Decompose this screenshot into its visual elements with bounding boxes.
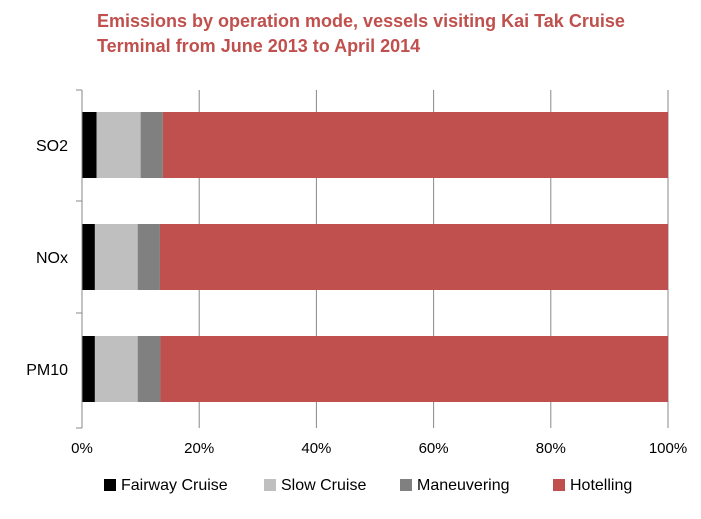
x-tick-label-60: 60%: [419, 440, 449, 457]
legend-swatch-maneuvering: [400, 479, 412, 491]
x-tick-label-0: 0%: [71, 440, 93, 457]
category-label-pm10: PM10: [26, 362, 68, 379]
bar-pm10-maneuvering: [137, 336, 161, 402]
legend-label-fairway-cruise: Fairway Cruise: [121, 477, 228, 494]
bar-so2-fairway-cruise: [82, 112, 97, 178]
chart-title-line-2: Terminal from June 2013 to April 2014: [97, 36, 420, 56]
bar-pm10-hotelling: [160, 336, 669, 402]
bar-pm10-slow-cruise: [94, 336, 138, 402]
bar-nox-maneuvering: [137, 224, 160, 290]
bar-so2-slow-cruise: [96, 112, 141, 178]
bars: [82, 112, 669, 402]
x-tick-label-100: 100%: [649, 440, 687, 457]
legend: Fairway Cruise Slow Cruise Maneuvering Hote…: [104, 477, 632, 494]
axes: SO2 NOx PM10 0% 20% 40% 60% 80% 100%: [26, 89, 687, 457]
bar-nox-hotelling: [159, 224, 669, 290]
category-label-so2: SO2: [36, 138, 68, 155]
x-tick-label-80: 80%: [536, 440, 566, 457]
x-tick-label-40: 40%: [301, 440, 331, 457]
legend-label-slow-cruise: Slow Cruise: [281, 477, 366, 494]
legend-label-maneuvering: Maneuvering: [417, 477, 510, 494]
bar-pm10-fairway-cruise: [82, 336, 95, 402]
chart-title-line-1: Emissions by operation mode, vessels vis…: [97, 11, 625, 31]
legend-swatch-fairway-cruise: [104, 479, 116, 491]
category-label-nox: NOx: [36, 250, 68, 267]
legend-swatch-slow-cruise: [264, 479, 276, 491]
bar-nox-slow-cruise: [94, 224, 138, 290]
bar-so2-maneuvering: [140, 112, 163, 178]
legend-label-hotelling: Hotelling: [570, 477, 632, 494]
bar-nox-fairway-cruise: [82, 224, 95, 290]
x-tick-label-20: 20%: [184, 440, 214, 457]
bar-so2-hotelling: [162, 112, 669, 178]
legend-swatch-hotelling: [553, 479, 565, 491]
